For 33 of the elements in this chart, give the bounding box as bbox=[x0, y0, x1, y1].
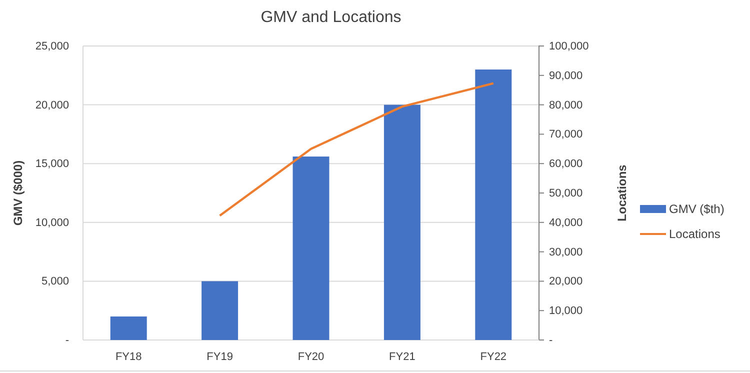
x-tick-label: FY20 bbox=[298, 350, 324, 363]
y2-tick-label: 80,000 bbox=[549, 99, 583, 112]
y-tick-label: 25,000 bbox=[35, 40, 69, 53]
legend-label: Locations bbox=[669, 227, 720, 241]
bar bbox=[202, 281, 238, 340]
y-axis-title: GMV ($000) bbox=[11, 160, 25, 226]
x-tick-label: FY19 bbox=[206, 350, 233, 363]
x-tick-label: FY18 bbox=[115, 350, 142, 363]
y2-tick-label: 50,000 bbox=[549, 188, 583, 200]
y2-axis-title: Locations bbox=[615, 164, 629, 222]
bar bbox=[110, 316, 147, 340]
y-tick-label: 10,000 bbox=[35, 216, 69, 229]
y2-tick-label: 10,000 bbox=[549, 305, 583, 318]
x-tick-label: FY22 bbox=[480, 350, 507, 363]
y2-tick-label: 70,000 bbox=[549, 128, 583, 141]
y-tick-label: 20,000 bbox=[35, 99, 69, 112]
y2-tick-label: 90,000 bbox=[549, 70, 583, 82]
y2-tick-label: 60,000 bbox=[549, 158, 583, 170]
y2-tick-label: 100,000 bbox=[549, 40, 589, 53]
y2-tick-label: 30,000 bbox=[549, 246, 583, 258]
x-tick-label: FY21 bbox=[389, 350, 416, 363]
y-tick-label: 15,000 bbox=[35, 158, 69, 170]
y2-tick-label: 20,000 bbox=[549, 276, 583, 288]
y2-tick-label: - bbox=[549, 334, 553, 347]
bar bbox=[292, 156, 330, 340]
chart-title: GMV and Locations bbox=[260, 9, 402, 26]
bar bbox=[475, 70, 512, 340]
y-tick-label: 5,000 bbox=[41, 276, 69, 288]
line-series bbox=[218, 82, 495, 217]
y-tick-label: - bbox=[65, 334, 70, 347]
bar bbox=[384, 104, 420, 340]
y2-tick-label: 40,000 bbox=[549, 216, 583, 229]
legend-label: GMV ($th) bbox=[669, 202, 724, 216]
